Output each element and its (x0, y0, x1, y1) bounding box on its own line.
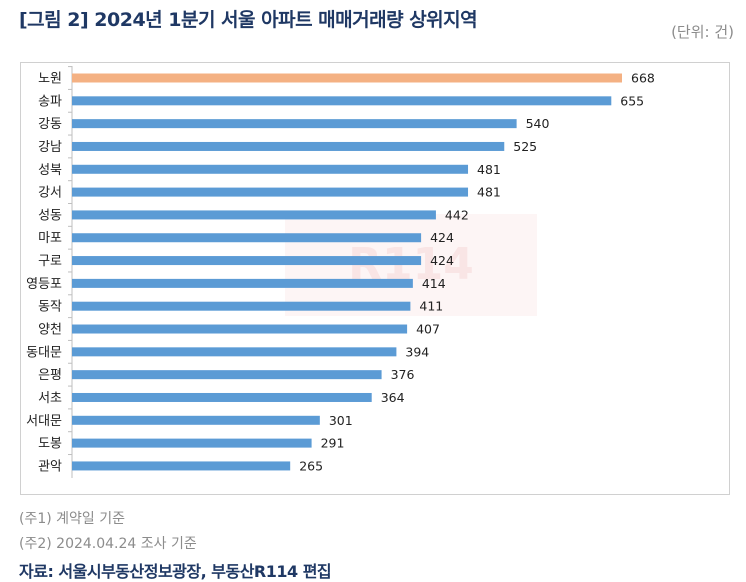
data-label: 424 (430, 253, 454, 268)
data-label: 668 (631, 71, 655, 86)
data-label: 655 (620, 93, 644, 108)
category-label: 강서 (38, 186, 62, 201)
note-1: (주1) 계약일 기준 (19, 511, 126, 527)
category-label: 노원 (38, 72, 62, 87)
bar (72, 347, 397, 357)
category-label: 마포 (38, 231, 62, 246)
page-title: [그림 2] 2024년 1분기 서울 아파트 매매거래량 상위지역 (19, 9, 478, 31)
data-label: 376 (391, 367, 415, 382)
data-label: 540 (526, 116, 550, 131)
data-label: 291 (321, 436, 345, 451)
bar (72, 96, 612, 106)
bar (72, 187, 469, 197)
data-label: 414 (422, 276, 446, 291)
bar (72, 438, 312, 448)
category-label: 성동 (38, 208, 62, 223)
bar (72, 256, 422, 266)
data-label: 394 (405, 344, 429, 359)
data-label: 442 (445, 207, 469, 222)
data-label: 411 (419, 299, 443, 314)
bar (72, 415, 320, 425)
unit-label: (단위: 건) (671, 23, 734, 41)
bar (72, 164, 469, 174)
data-label: 407 (416, 322, 440, 337)
category-label: 영등포 (26, 277, 62, 292)
data-label: 424 (430, 230, 454, 245)
category-label: 송파 (38, 94, 62, 109)
bar (72, 461, 291, 471)
data-label: 525 (513, 139, 537, 154)
source-text: 자료: 서울시부동산정보광장, 부동산R114 편집 (19, 562, 332, 581)
category-label: 구로 (38, 254, 62, 269)
bar (72, 370, 382, 380)
category-label: 강동 (38, 117, 62, 132)
data-label: 364 (381, 390, 405, 405)
bar (72, 324, 408, 334)
category-label: 강남 (38, 140, 62, 155)
bar (72, 301, 411, 311)
chart-frame (20, 62, 730, 495)
category-label: 도봉 (38, 437, 62, 452)
bar (72, 210, 436, 220)
bar (72, 141, 505, 151)
data-label: 301 (329, 413, 353, 428)
category-label: 성북 (38, 163, 62, 178)
note-2: (주2) 2024.04.24 조사 기준 (19, 536, 197, 552)
bar (72, 119, 517, 129)
category-label: 은평 (38, 368, 62, 383)
data-label: 481 (477, 162, 501, 177)
bar (72, 233, 422, 243)
data-label: 265 (299, 458, 323, 473)
bar (72, 278, 413, 288)
bar (72, 73, 622, 83)
category-label: 동작 (38, 300, 62, 315)
category-label: 서초 (38, 391, 62, 406)
data-label: 481 (477, 185, 501, 200)
category-label: 서대문 (26, 414, 62, 429)
bar (72, 392, 372, 402)
category-label: 양천 (38, 323, 62, 338)
category-label: 동대문 (26, 345, 62, 360)
category-label: 관악 (38, 459, 62, 474)
